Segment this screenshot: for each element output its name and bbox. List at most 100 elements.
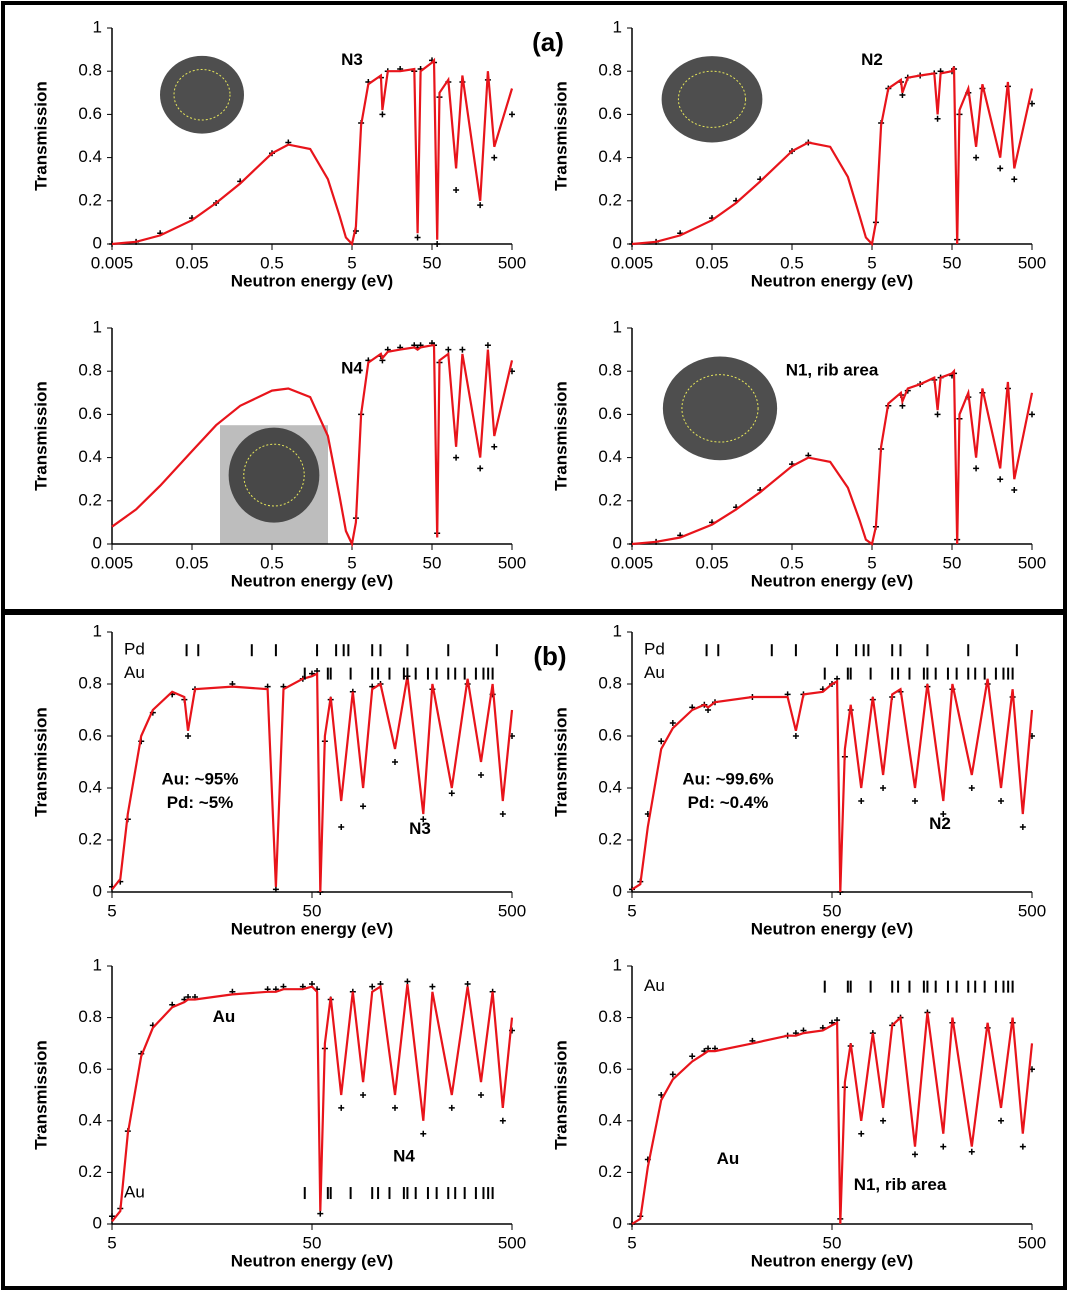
y-tick-label: 0.8 (598, 673, 622, 692)
y-tick-label: 0 (93, 1213, 102, 1232)
x-tick-label: 0.005 (611, 553, 654, 572)
x-tick-label: 50 (823, 1233, 842, 1252)
fit-line (111, 344, 514, 548)
x-tick-label: 50 (303, 901, 322, 920)
y-tick-label: 0.6 (598, 1059, 622, 1078)
x-tick-label: 50 (303, 1233, 322, 1252)
data-point (464, 981, 471, 988)
resonance-label: Au (124, 1183, 145, 1202)
chart: 0 0.2 0.4 0.6 0.8 1 0.005 0.05 0.5 5 50 500 Neutron … (31, 17, 526, 290)
data-point (391, 759, 398, 765)
x-tick-label: 5 (627, 1233, 636, 1252)
resonance-label: Au (644, 976, 665, 995)
y-tick-label: 0.2 (78, 490, 102, 509)
data-point (484, 342, 491, 349)
data-point (997, 476, 1004, 483)
data-point (968, 1148, 975, 1155)
y-tick-label: 0.4 (78, 777, 102, 796)
annotation: Au: ~95% (162, 770, 239, 789)
y-tick-label: 0.2 (598, 829, 622, 848)
data-point (669, 1071, 676, 1078)
y-tick-label: 1 (93, 955, 102, 974)
data-point (658, 738, 665, 745)
annotation: N1, rib area (786, 361, 879, 380)
y-axis-title: Transmission (31, 1040, 50, 1150)
x-tick-label: 0.05 (175, 553, 208, 572)
data-point (360, 1092, 367, 1098)
y-tick-label: 0.4 (598, 777, 622, 796)
annotation: Au (717, 1149, 740, 1168)
annotation: N4 (393, 1146, 415, 1165)
x-tick-label: 5 (867, 253, 876, 272)
x-tick-label: 5 (347, 253, 356, 272)
x-tick-label: 5 (347, 553, 356, 572)
y-tick-label: 0 (613, 1213, 622, 1232)
x-tick-label: 50 (943, 253, 962, 272)
data-point (973, 154, 980, 161)
x-axis-title: Neutron energy (eV) (231, 271, 393, 290)
data-point (420, 816, 427, 823)
data-point (477, 465, 484, 472)
x-tick-label: 5 (107, 901, 116, 920)
y-tick-label: 0.6 (598, 725, 622, 744)
y-tick-label: 0.4 (598, 147, 622, 166)
y-tick-label: 0.8 (78, 673, 102, 692)
chart: 0 0.2 0.4 0.6 0.8 1 5 50 500 Neutron energy (eV) T… (551, 621, 1046, 938)
data-point (491, 154, 498, 161)
inset-sample (661, 56, 763, 143)
chart: 0 0.2 0.4 0.6 0.8 1 5 50 500 Neutron energy (eV) T… (31, 621, 526, 938)
data-point (109, 1213, 115, 1220)
data-point (420, 1130, 427, 1137)
y-axis-title: Transmission (31, 381, 50, 491)
data-point (338, 1104, 345, 1111)
y-tick-label: 0.2 (598, 190, 622, 209)
y-tick-label: 0.4 (78, 1110, 102, 1129)
y-tick-label: 0.6 (598, 404, 622, 423)
resonance-label: Au (644, 663, 665, 682)
panel-frame (1, 611, 1067, 1290)
annotation: N3 (409, 819, 431, 838)
chart: 0 0.2 0.4 0.6 0.8 1 0.005 0.05 0.5 5 50 500 Neutron … (551, 17, 1046, 290)
annotation: Pd: ~0.4% (688, 793, 769, 812)
data-point (973, 465, 980, 472)
data-point (453, 454, 460, 461)
data-point (997, 165, 1004, 172)
data-point (934, 411, 941, 418)
fit-line (631, 368, 1034, 546)
data-point (911, 1151, 918, 1158)
chart: 0 0.2 0.4 0.6 0.8 1 5 50 500 Neutron energy (eV) T… (551, 955, 1046, 1270)
fit-line (111, 671, 514, 893)
inset-sample (662, 356, 778, 461)
data-point (414, 234, 421, 241)
annotation: Au: ~99.6% (682, 770, 773, 789)
x-tick-label: 500 (1018, 553, 1046, 572)
data-point (1011, 487, 1018, 493)
y-axis-title: Transmission (551, 1040, 570, 1150)
y-axis-title: Transmission (551, 381, 570, 491)
data-point (940, 811, 947, 817)
data-point (689, 1053, 696, 1060)
x-tick-label: 500 (498, 253, 526, 272)
data-point (448, 1104, 455, 1111)
data-point (880, 1117, 887, 1124)
data-point (478, 772, 485, 778)
data-point (360, 803, 367, 810)
inset-roi (243, 443, 305, 507)
x-tick-label: 500 (1018, 1233, 1046, 1252)
y-tick-label: 1 (93, 17, 102, 36)
y-tick-label: 0.8 (598, 61, 622, 80)
fit-line (631, 678, 1034, 893)
inset-roi (677, 70, 747, 128)
x-axis-title: Neutron energy (eV) (751, 919, 913, 938)
data-point (968, 785, 975, 791)
data-point (1029, 100, 1035, 107)
data-point (858, 798, 865, 804)
y-tick-label: 1 (613, 317, 622, 336)
data-point (391, 1104, 398, 1111)
x-tick-label: 5 (867, 553, 876, 572)
y-tick-label: 0.4 (78, 447, 102, 466)
annotation: N3 (341, 50, 363, 69)
data-point (858, 1130, 865, 1137)
annotation: N4 (341, 359, 363, 378)
y-tick-label: 0.8 (598, 1007, 622, 1026)
